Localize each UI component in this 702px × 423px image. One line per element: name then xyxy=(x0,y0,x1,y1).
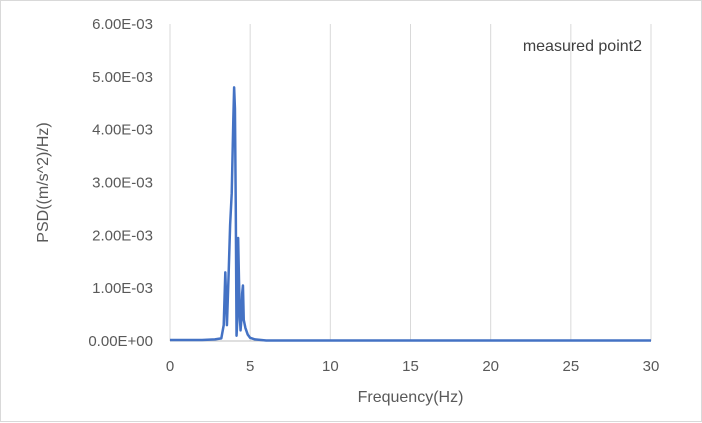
x-tick-labels: 0 5 10 15 20 25 30 xyxy=(166,358,660,375)
x-tick-label: 20 xyxy=(482,358,499,375)
y-tick-label: 5.00E-03 xyxy=(92,69,153,86)
x-tick-label: 0 xyxy=(166,358,174,375)
y-tick-label: 0.00E+00 xyxy=(88,333,153,350)
x-tick-label: 30 xyxy=(643,358,660,375)
y-tick-labels: 0.00E+00 1.00E-03 2.00E-03 3.00E-03 4.00E-03… xyxy=(88,16,153,350)
series-line-0 xyxy=(170,86,651,342)
grid-lines xyxy=(169,24,652,341)
y-tick-label: 1.00E-03 xyxy=(92,280,153,297)
x-tick-label: 5 xyxy=(246,358,254,375)
x-tick-label: 10 xyxy=(322,358,339,375)
y-tick-label: 2.00E-03 xyxy=(92,227,153,244)
x-tick-label: 25 xyxy=(562,358,579,375)
chart-annotation: measured point2 xyxy=(523,38,642,55)
x-axis-title: Frequency(Hz) xyxy=(358,389,464,406)
y-tick-label: 4.00E-03 xyxy=(92,122,153,139)
y-tick-label: 3.00E-03 xyxy=(92,175,153,192)
series-group xyxy=(170,86,651,342)
y-axis-title: PSD((m/s^2)/Hz) xyxy=(35,122,52,242)
x-tick-label: 15 xyxy=(402,358,419,375)
y-tick-label: 6.00E-03 xyxy=(92,16,153,33)
